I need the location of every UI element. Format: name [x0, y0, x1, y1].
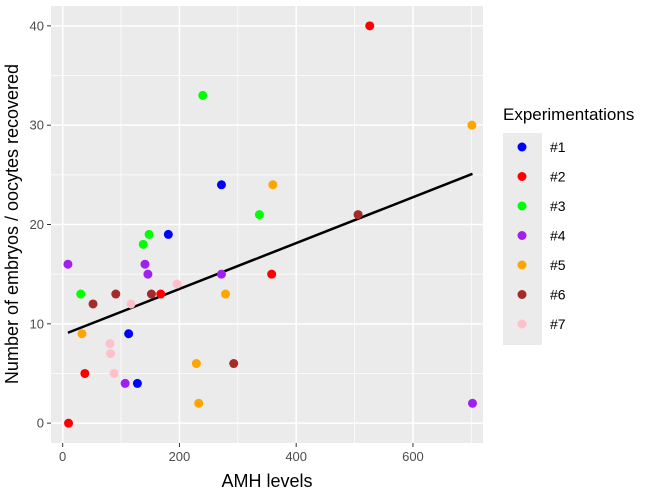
x-tick-label: 0	[59, 449, 66, 464]
data-point	[63, 259, 73, 269]
data-point	[124, 329, 134, 339]
data-point	[172, 279, 182, 289]
data-point	[111, 289, 121, 299]
axes: 0 200 400 600 0 10 20 30 40	[30, 18, 424, 464]
legend-key-point	[517, 172, 527, 181]
data-point	[80, 368, 90, 378]
data-point	[229, 359, 239, 369]
data-point	[221, 289, 231, 299]
data-point	[106, 349, 116, 359]
data-point	[268, 180, 278, 190]
data-point	[143, 269, 153, 279]
data-point	[144, 229, 154, 239]
data-points	[63, 21, 477, 428]
data-point	[120, 378, 130, 388]
data-point	[216, 180, 226, 190]
legend-key-point	[517, 231, 527, 240]
y-tick-label: 30	[30, 118, 44, 133]
data-point	[138, 239, 148, 249]
data-point	[76, 289, 86, 299]
data-point	[140, 259, 150, 269]
trend-line	[67, 172, 473, 334]
data-point	[353, 210, 363, 220]
data-point	[191, 359, 201, 369]
legend-title: Experimentations	[503, 105, 634, 124]
x-tick-label: 400	[285, 449, 307, 464]
legend-item-label: #7	[550, 316, 566, 332]
legend-item-label: #5	[550, 257, 566, 273]
data-point	[156, 289, 166, 299]
data-point	[467, 398, 477, 408]
data-point	[254, 210, 264, 220]
y-tick-label: 10	[30, 316, 44, 331]
legend-item-label: #1	[550, 139, 566, 155]
data-point	[132, 378, 142, 388]
data-point	[64, 418, 74, 428]
legend-key-point	[517, 319, 527, 329]
legend-key-point	[517, 142, 527, 152]
data-point	[126, 299, 136, 309]
data-point	[365, 21, 375, 31]
x-axis-label: AMH levels	[221, 471, 312, 491]
x-tick-label: 600	[402, 449, 424, 464]
data-point	[146, 289, 156, 299]
legend-key-point	[517, 260, 527, 270]
y-axis-label: Number of embryos / oocytes recovered	[2, 64, 22, 384]
legend-item-label: #2	[550, 169, 566, 185]
legend-key-point	[517, 201, 527, 211]
data-point	[88, 299, 98, 309]
data-point	[198, 90, 208, 100]
data-point	[194, 398, 204, 408]
data-point	[105, 339, 115, 349]
legend-item-label: #4	[550, 228, 566, 244]
legend-item-label: #3	[550, 198, 566, 214]
legend-item-label: #6	[550, 287, 566, 303]
data-point	[163, 229, 173, 239]
data-point	[109, 368, 119, 378]
y-tick-label: 40	[30, 18, 44, 33]
legend: Experimentations #1 #2 #3 #4 #5 #6 #7	[503, 105, 634, 345]
y-tick-label: 20	[30, 217, 44, 232]
data-point	[77, 329, 87, 339]
data-point	[216, 269, 226, 279]
y-tick-label: 0	[37, 416, 44, 431]
legend-key-point	[517, 290, 527, 299]
grid-lines	[51, 6, 483, 443]
data-point	[267, 269, 277, 279]
data-point	[467, 120, 477, 130]
trend-line-group	[67, 172, 473, 334]
x-tick-label: 200	[169, 449, 191, 464]
